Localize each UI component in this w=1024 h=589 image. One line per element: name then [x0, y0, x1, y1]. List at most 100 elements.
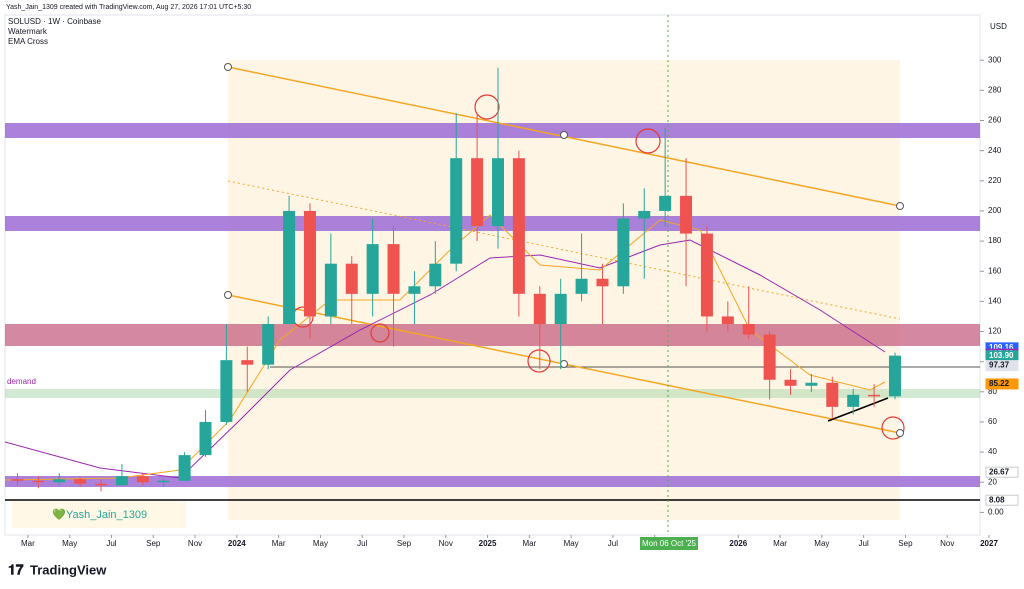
symbol: SOLUSD · 1W · Coinbase: [8, 17, 101, 26]
watermark-box: [12, 501, 186, 528]
candle-body: [721, 316, 734, 324]
candle-body: [847, 394, 860, 407]
x-tick-label: Sep: [146, 539, 161, 548]
x-tick-label: Mar: [272, 539, 286, 548]
x-tick-label: May: [313, 539, 328, 548]
candle-body: [303, 210, 316, 317]
x-tick-label: Jul: [106, 539, 116, 548]
x-tick-label: Nov: [439, 539, 453, 548]
candle-body: [805, 382, 818, 386]
zone-label: demand: [7, 377, 36, 386]
crosshair-tag: [640, 537, 698, 550]
candle-body: [868, 394, 881, 397]
x-tick-label: May: [62, 539, 77, 548]
x-tick-label: Mar: [21, 539, 35, 548]
y-tick-label: 140: [988, 296, 1002, 305]
watermark: 💚: [52, 508, 66, 521]
y-tick-label: 80: [988, 387, 997, 396]
candle-body: [888, 355, 901, 397]
candle-body: [742, 323, 755, 335]
x-tick-label: May: [814, 539, 829, 548]
zone: [5, 324, 980, 346]
candle-body: [74, 479, 87, 484]
y-tick-label: 160: [988, 266, 1002, 275]
candle-body: [638, 210, 651, 219]
price-tag: [985, 466, 1019, 478]
trend-line: [227, 180, 901, 320]
zone: [5, 476, 980, 487]
candle-body: [763, 334, 776, 380]
y-tick-label: 260: [988, 116, 1002, 125]
handles: [224, 63, 904, 437]
y-tick-label: 120: [988, 327, 1002, 336]
y-tick-label: 240: [988, 146, 1002, 155]
price-label: 109.16: [989, 343, 1014, 352]
candle-body: [283, 210, 296, 324]
candle-body: [575, 278, 588, 294]
zone: [5, 389, 980, 398]
candle-body: [32, 480, 45, 483]
x-tick-label: Jul: [608, 539, 618, 548]
candle-body: [241, 360, 254, 365]
x-tick-label: 2027: [980, 539, 998, 548]
price-label: 97.37: [989, 361, 1010, 370]
x-tick-label: May: [564, 539, 579, 548]
x-tick-label: Mar: [773, 539, 787, 548]
y-tick-label: 220: [988, 176, 1002, 185]
x-tick-label: Jul: [357, 539, 367, 548]
currency: USD: [990, 22, 1007, 31]
candle-body: [512, 158, 525, 294]
candle-body: [826, 382, 839, 407]
candle-body: [11, 479, 24, 481]
candle-body: [53, 479, 66, 483]
zone: [5, 123, 980, 138]
crosshair-label: Mon 06 Oct '25: [642, 539, 697, 548]
price-tag: [985, 378, 1019, 390]
x-tick-label: Nov: [188, 539, 202, 548]
y-tick-label: 200: [988, 206, 1002, 215]
candle-body: [700, 233, 713, 317]
candle-body: [178, 455, 191, 481]
ema-slow: [5, 239, 886, 479]
candle-body: [554, 293, 567, 324]
candle-body: [324, 263, 337, 317]
y-tick-label: 300: [988, 55, 1002, 64]
candle-body: [345, 263, 358, 294]
y-tick-label: 280: [988, 85, 1002, 94]
candle-body: [596, 278, 609, 287]
candle-body: [387, 244, 400, 294]
plot-area: [4, 14, 981, 536]
candle-body: [366, 244, 379, 294]
candle-body: [617, 218, 630, 287]
indicator: Watermark: [8, 27, 48, 36]
x-tick-label: Sep: [397, 539, 412, 548]
candle-body: [220, 360, 233, 422]
x-tick-label: 2025: [479, 539, 497, 548]
price-tag: [985, 360, 1019, 372]
price-tag: [985, 494, 1019, 506]
candle-body: [784, 379, 797, 386]
candle-body: [262, 323, 275, 365]
watermark: Yash_Jain_1309: [66, 509, 147, 521]
drawings: [5, 15, 980, 535]
x-tick-label: 2024: [228, 539, 246, 548]
candle-body: [199, 421, 212, 456]
candle-body: [533, 293, 546, 324]
y-tick-label: 20: [988, 477, 997, 486]
x-tick-label: Nov: [940, 539, 954, 548]
candle-body: [680, 195, 693, 234]
y-tick-label: 40: [988, 447, 997, 456]
trend-line: [827, 397, 889, 422]
credit: Yash_Jain_1309 created with TradingView.…: [6, 4, 251, 11]
candle-body: [492, 158, 504, 227]
brand-logo: 𝟏𝟕: [8, 562, 24, 578]
candle-body: [157, 480, 170, 483]
y-tick-label: 180: [988, 236, 1002, 245]
x-tick-label: 2026: [729, 539, 747, 548]
y-tick-label: 60: [988, 417, 997, 426]
candle-body: [659, 195, 672, 211]
candle-body: [408, 286, 421, 294]
candle-body: [450, 158, 463, 264]
